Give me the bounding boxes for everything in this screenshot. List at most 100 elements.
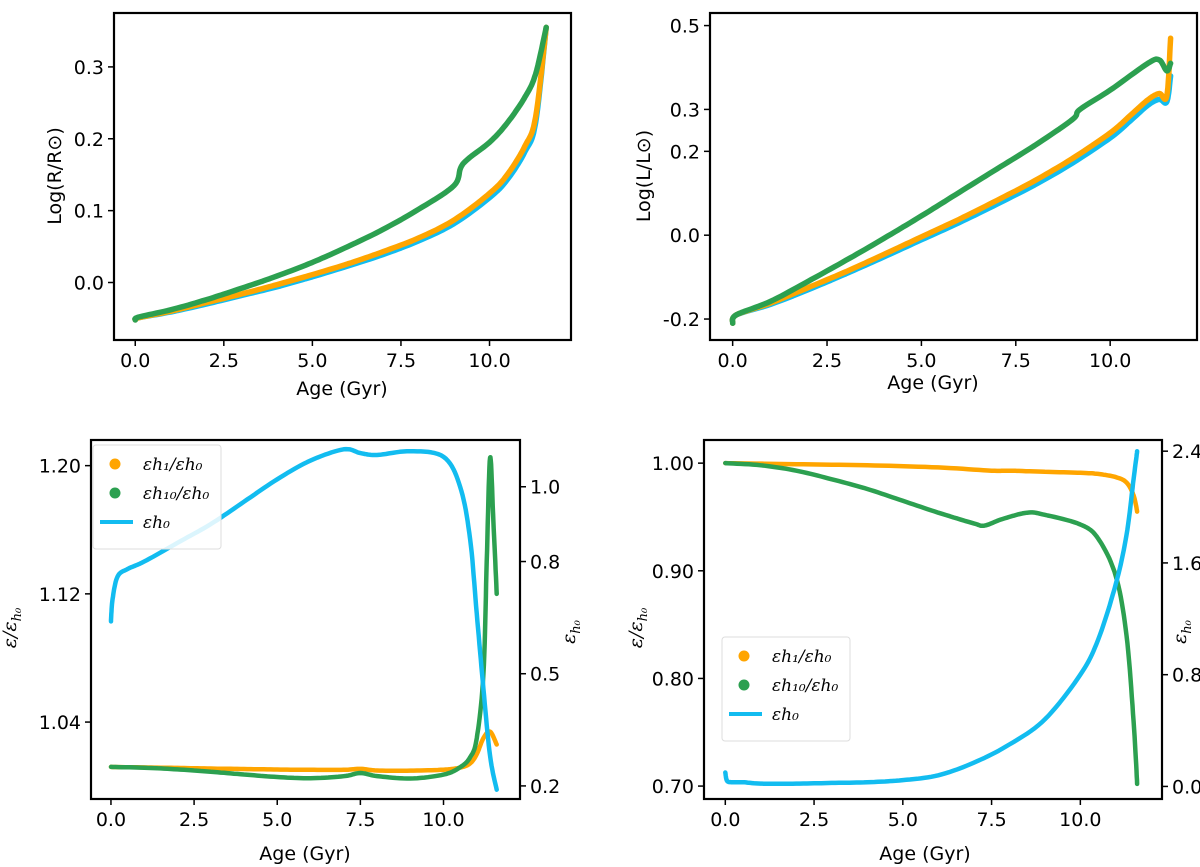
luminosity-x-tick-label: 10.0 (1089, 350, 1131, 372)
epsilon-ratio-left-series-2-line (108, 446, 499, 792)
epsilon-left-legend: εh₁/εh₀ εh₁₀/εh₀ εh₀ (92, 444, 222, 550)
epsilon-ratio-right-y2-tick-label: 2.4 (1172, 441, 1200, 463)
luminosity-plot-frame (708, 11, 1199, 342)
epsilon-ratio-left-y2-tick-label: 0.8 (530, 552, 560, 574)
epsilon-ratio-right-x-tick-label: 7.5 (976, 809, 1006, 831)
epsilon-ratio-left-legend-label-1: εh₁₀/εh₀ (143, 484, 210, 504)
radius-y-tick-label: 0.2 (74, 129, 104, 151)
radius-x-tick-label: 5.0 (297, 350, 327, 372)
epsilon-left-y2-label: εh₀ (558, 619, 584, 644)
radius-y-tick-label: 0.1 (74, 201, 104, 223)
epsilon-ratio-left-series-1-line (108, 454, 499, 781)
epsilon-ratio-right-legend-marker-0 (738, 650, 750, 662)
luminosity-y-tick-label: -0.2 (663, 309, 700, 331)
epsilon-ratio-right-y-tick-label: 1.00 (652, 453, 694, 475)
radius-series-0-line (132, 24, 549, 323)
epsilon-ratio-right-series-1-line (723, 460, 1140, 787)
radius-series-2-line (132, 24, 549, 323)
epsilon-right-y2-label: εh₀ (1169, 619, 1195, 644)
epsilon-right-y2-ticks: 0.0 0.8 1.6 2.4 (1162, 441, 1200, 798)
epsilon-ratio-right-legend-label-1: εh₁₀/εh₀ (772, 676, 839, 696)
epsilon-right-x-ticks: 0.0 2.5 5.0 7.5 10.0 (710, 799, 1101, 831)
epsilon-left-y-ticks: 1.04 1.12 1.20 (39, 456, 91, 734)
epsilon-ratio-right-legend-marker-1 (738, 679, 750, 691)
epsilon-ratio-left-legend-marker-1 (109, 487, 121, 499)
luminosity-x-tick-label: 7.5 (1001, 350, 1031, 372)
radius-y-tick-label: 0.0 (74, 273, 104, 295)
epsilon-left-plot-frame (89, 438, 522, 801)
epsilon-ratio-right-x-tick-label: 2.5 (799, 809, 829, 831)
luminosity-y-tick-label: 0.2 (670, 141, 700, 163)
luminosity-y-label: Log(L/L⊙) (633, 130, 655, 222)
epsilon-ratio-right-y-tick-label: 0.90 (652, 561, 694, 583)
epsilon-ratio-right-series-2-line (723, 448, 1140, 787)
radius-x-tick-label: 2.5 (209, 350, 239, 372)
epsilon-right-y-ticks: 0.70 0.80 0.90 1.00 (652, 453, 704, 798)
epsilon-ratio-left-y2-tick-label: 0.5 (530, 664, 560, 686)
epsilon-left-y2-ticks: 0.2 0.5 0.8 1.0 (520, 477, 560, 798)
panel-luminosity: 0.0 2.5 5.0 7.5 10.0 -0.2 0.0 0.2 0.3 0.5 Age (G… (633, 11, 1199, 394)
luminosity-x-tick-label: 2.5 (812, 350, 842, 372)
epsilon-ratio-left-x-tick-label: 7.5 (345, 809, 375, 831)
epsilon-ratio-right-legend-label-0: εh₁/εh₀ (772, 647, 832, 667)
epsilon-left-x-label: Age (Gyr) (259, 843, 350, 865)
radius-y-tick-label: 0.3 (74, 57, 104, 79)
luminosity-y-tick-label: 0.5 (670, 16, 700, 38)
radius-x-tick-label: 0.0 (120, 350, 150, 372)
epsilon-ratio-left-y-tick-label: 1.12 (39, 584, 81, 606)
epsilon-ratio-right-x-tick-label: 0.0 (710, 809, 740, 831)
epsilon-ratio-right-y2-tick-label: 0.0 (1172, 776, 1200, 798)
epsilon-ratio-right-x-tick-label: 10.0 (1059, 809, 1101, 831)
radius-y-ticks: 0.0 0.1 0.2 0.3 (74, 57, 114, 295)
luminosity-x-tick-label: 0.0 (718, 350, 748, 372)
epsilon-ratio-left-x-tick-label: 10.0 (422, 809, 464, 831)
epsilon-ratio-left-x-tick-label: 0.0 (96, 809, 126, 831)
epsilon-ratio-right-y2-tick-label: 0.8 (1172, 665, 1200, 687)
epsilon-right-x-label: Age (Gyr) (879, 843, 970, 865)
radius-y-label: Log(R/R⊙) (44, 127, 66, 225)
epsilon-ratio-right-legend-label-2: εh₀ (772, 705, 799, 725)
epsilon-right-plot-frame (702, 438, 1164, 801)
radius-series (132, 24, 549, 323)
epsilon-ratio-right-y-tick-label: 0.80 (652, 668, 694, 690)
luminosity-x-ticks: 0.0 2.5 5.0 7.5 10.0 (718, 340, 1131, 372)
radius-x-ticks: 0.0 2.5 5.0 7.5 10.0 (120, 340, 511, 372)
epsilon-ratio-left-x-tick-label: 2.5 (179, 809, 209, 831)
luminosity-series (729, 35, 1174, 326)
epsilon-right-legend: εh₁/εh₀ εh₁₀/εh₀ εh₀ (721, 636, 851, 742)
panel-radius: 0.0 2.5 5.0 7.5 10.0 0.00.10.20.3 Age (Gyr) … (44, 11, 573, 400)
epsilon-ratio-right-y-tick-label: 0.70 (652, 776, 694, 798)
epsilon-right-series (723, 448, 1140, 787)
epsilon-left-y-label: ε/εh₀ (0, 607, 25, 648)
epsilon-ratio-right-x-tick-label: 5.0 (888, 809, 918, 831)
panel-epsilon-left: 0.0 2.5 5.0 7.5 10.0 1.04 1.12 1.20 0.2 0.5 0.8 1… (0, 438, 584, 865)
luminosity-series-2-line (729, 56, 1174, 326)
panel-epsilon-right: 0.0 2.5 5.0 7.5 10.0 0.70 0.80 0.90 1.00 0.0 0.8… (625, 438, 1200, 865)
radius-series-1-line (132, 24, 549, 323)
epsilon-ratio-left-x-tick-label: 5.0 (262, 809, 292, 831)
epsilon-ratio-left-y2-tick-label: 1.0 (530, 477, 560, 499)
epsilon-ratio-left-y-tick-label: 1.04 (39, 712, 81, 734)
epsilon-ratio-left-legend-label-2: εh₀ (143, 513, 170, 533)
epsilon-ratio-left-y2-tick-label: 0.2 (530, 776, 560, 798)
epsilon-left-series (108, 446, 499, 792)
epsilon-right-y-label: ε/εh₀ (625, 607, 651, 648)
radius-x-tick-label: 7.5 (386, 350, 416, 372)
epsilon-left-x-ticks: 0.0 2.5 5.0 7.5 10.0 (96, 799, 465, 831)
radius-plot-frame (112, 11, 573, 342)
epsilon-ratio-left-legend-label-0: εh₁/εh₀ (143, 455, 203, 475)
epsilon-ratio-right-y2-tick-label: 1.6 (1172, 553, 1200, 575)
epsilon-ratio-left-series-0-line (108, 729, 499, 773)
luminosity-y-tick-label: 0.3 (670, 99, 700, 121)
radius-x-tick-label: 10.0 (468, 350, 510, 372)
epsilon-ratio-left-y-tick-label: 1.20 (39, 456, 81, 478)
epsilon-ratio-right-series-0-line (723, 460, 1140, 514)
radius-x-label: Age (Gyr) (296, 378, 387, 400)
luminosity-y-ticks: -0.2 0.0 0.2 0.3 0.5 (663, 16, 710, 331)
luminosity-x-label: Age (Gyr) (887, 372, 978, 394)
luminosity-y-tick-label: 0.0 (670, 225, 700, 247)
luminosity-series-1-line (729, 35, 1174, 326)
epsilon-ratio-left-legend-marker-0 (109, 458, 121, 470)
luminosity-x-tick-label: 5.0 (906, 350, 936, 372)
